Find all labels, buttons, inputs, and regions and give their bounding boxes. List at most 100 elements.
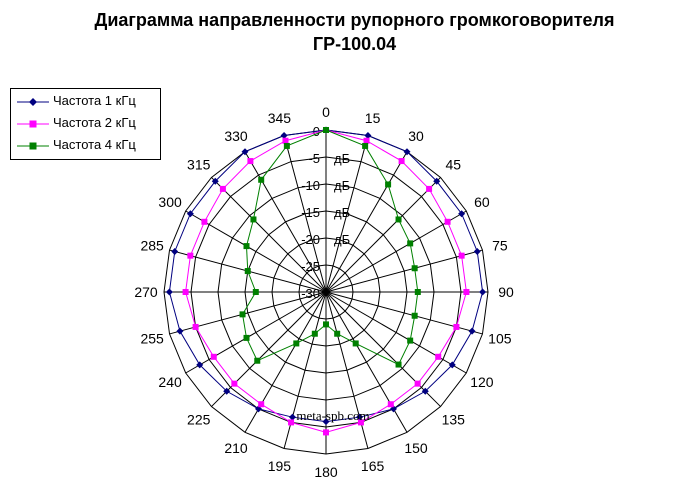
series-layer — [165, 126, 487, 436]
data-point — [186, 210, 194, 218]
data-point — [282, 137, 289, 144]
legend-label: Частота 4 кГц — [53, 137, 136, 152]
radial-unit-label: дБ — [334, 178, 350, 193]
chart-title: Диаграмма направленности рупорного громк… — [94, 10, 615, 30]
data-point — [196, 361, 204, 369]
data-point — [398, 158, 405, 165]
data-point — [243, 243, 250, 250]
angle-label: 60 — [474, 194, 490, 210]
angle-label: 225 — [187, 411, 211, 427]
data-point — [407, 337, 414, 344]
angle-label: 330 — [224, 128, 248, 144]
angle-label: 345 — [268, 110, 292, 126]
data-point — [322, 418, 330, 426]
angle-label: 105 — [488, 331, 512, 347]
data-point — [435, 353, 442, 360]
grid-spoke — [325, 249, 483, 293]
data-point — [231, 380, 238, 387]
data-point — [323, 321, 329, 328]
angle-label: 75 — [492, 237, 508, 253]
series-3 — [239, 127, 421, 368]
angle-label: 210 — [224, 440, 248, 456]
data-point — [258, 176, 265, 183]
angle-label: 0 — [322, 104, 330, 120]
polar-grid — [163, 129, 489, 455]
data-point — [362, 142, 369, 149]
radial-tick-label: -5 — [308, 151, 320, 166]
data-point — [280, 132, 288, 140]
data-point — [254, 357, 261, 364]
data-point — [356, 413, 364, 421]
data-point — [239, 311, 246, 318]
data-point — [171, 247, 179, 255]
data-point — [395, 361, 402, 368]
grid-spoke — [283, 135, 327, 293]
data-point — [252, 289, 259, 295]
data-point — [323, 127, 329, 133]
data-point — [421, 387, 429, 395]
data-point — [311, 330, 318, 337]
angle-label: 15 — [365, 110, 381, 126]
data-point — [357, 419, 364, 426]
data-point — [210, 353, 217, 360]
data-point — [444, 218, 451, 225]
data-point — [363, 137, 370, 144]
grid-spoke — [185, 210, 327, 293]
data-point — [182, 289, 189, 295]
angle-label: 270 — [134, 284, 158, 300]
data-point — [352, 340, 359, 347]
data-point — [403, 148, 411, 156]
data-point — [250, 216, 257, 223]
angle-label: 285 — [140, 237, 164, 253]
grid-spoke — [325, 210, 467, 293]
grid-spoke — [211, 177, 327, 293]
data-point — [463, 289, 470, 295]
data-point — [211, 177, 219, 185]
angle-label: 150 — [404, 440, 428, 456]
radial-unit-label: дБ — [334, 151, 350, 166]
data-point — [468, 327, 476, 335]
data-point — [458, 252, 465, 259]
data-point — [288, 419, 295, 426]
data-point — [187, 252, 194, 259]
data-point — [176, 327, 184, 335]
data-point — [247, 158, 254, 165]
angle-labels: 0 15 30 45 60 75 90 105 120 135 150 165 180 195 210 225… — [134, 104, 514, 480]
grid-spoke — [325, 291, 467, 374]
radial-tick-label: -15 — [301, 205, 320, 220]
data-point — [479, 288, 487, 296]
radial-tick-label: -20 — [301, 232, 320, 247]
angle-label: 120 — [470, 374, 494, 390]
data-point — [407, 240, 414, 247]
legend-label: Частота 1 кГц — [53, 93, 136, 108]
data-point — [364, 132, 372, 140]
data-point — [283, 142, 290, 149]
legend-label: Частота 2 кГц — [53, 115, 136, 130]
chart-subtitle: ГР-100.04 — [312, 34, 397, 54]
grid-spoke — [325, 151, 408, 293]
legend-item-4khz: Частота 4 кГц — [15, 136, 160, 156]
legend-item-2khz: Частота 2 кГц — [15, 114, 160, 134]
legend-item-1khz: Частота 1 кГц — [15, 92, 160, 112]
data-point — [453, 323, 460, 330]
grid-spoke — [244, 151, 327, 293]
radial-tick-label: -30 — [301, 286, 320, 301]
data-point — [243, 334, 250, 341]
data-point — [458, 210, 466, 218]
angle-label: 240 — [158, 374, 182, 390]
data-point — [288, 413, 296, 421]
angle-label: 30 — [408, 128, 424, 144]
grid-spoke — [211, 291, 327, 407]
data-point — [241, 148, 249, 156]
data-point — [385, 181, 392, 188]
angle-label: 300 — [158, 194, 182, 210]
data-point — [323, 429, 329, 436]
series-1 — [165, 126, 487, 426]
angle-label: 195 — [268, 458, 292, 474]
data-point — [258, 401, 265, 408]
data-point — [165, 288, 173, 296]
angle-label: 165 — [361, 458, 385, 474]
angle-label: 180 — [314, 464, 338, 480]
data-point — [387, 401, 394, 408]
data-point — [223, 387, 231, 395]
